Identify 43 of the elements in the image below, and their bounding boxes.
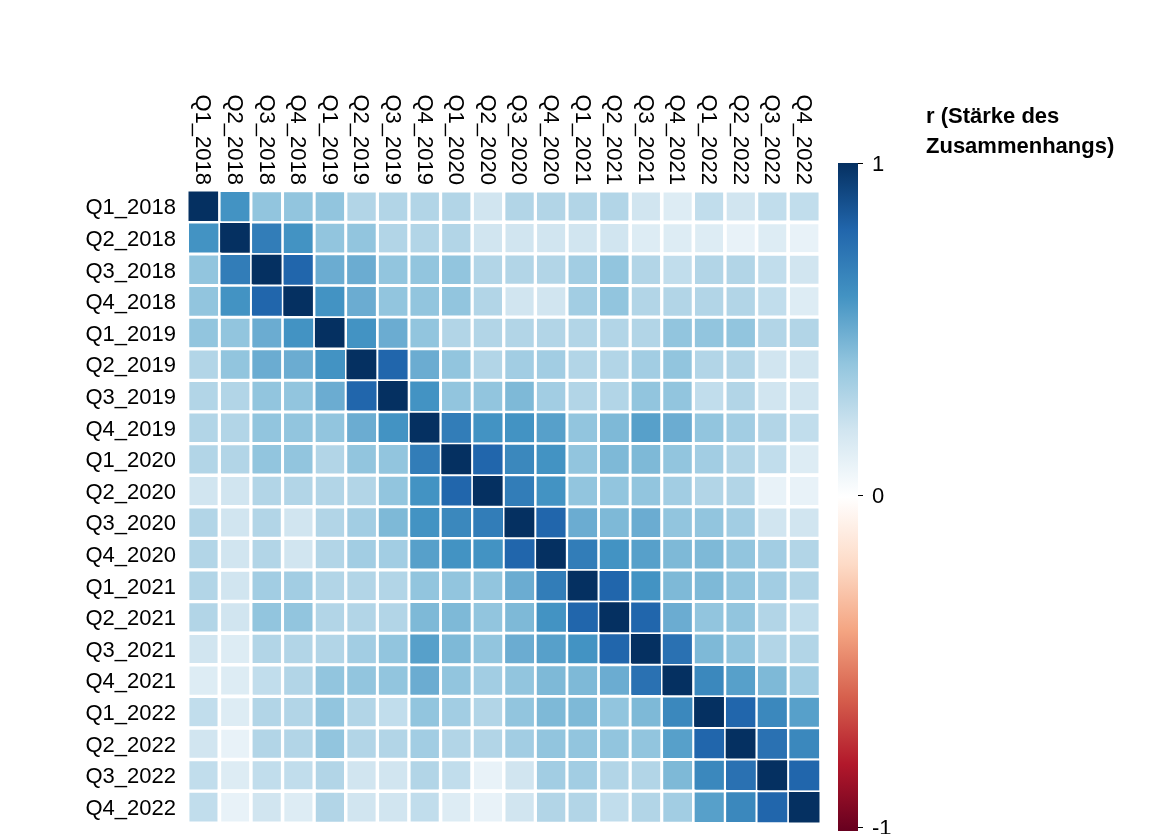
y-tick-label: Q4_2020 bbox=[85, 541, 176, 567]
y-tick-label: Q2_2021 bbox=[85, 605, 176, 631]
y-tick-label: Q4_2022 bbox=[85, 794, 176, 820]
y-tick-label: Q1_2020 bbox=[85, 447, 176, 473]
x-tick-label: Q3_2019 bbox=[380, 94, 406, 185]
x-tick-label: Q1_2022 bbox=[696, 94, 722, 185]
y-tick-label: Q1_2021 bbox=[85, 573, 176, 599]
color-bar-label: 0 bbox=[872, 482, 885, 508]
x-tick-label: Q1_2019 bbox=[317, 94, 343, 185]
x-tick-label: Q2_2019 bbox=[349, 94, 375, 185]
x-tick-label: Q4_2022 bbox=[791, 94, 817, 185]
x-tick-label: Q3_2018 bbox=[254, 94, 280, 185]
x-tick-label: Q4_2019 bbox=[412, 94, 438, 185]
y-tick-label: Q3_2018 bbox=[85, 257, 176, 283]
x-tick-label: Q1_2021 bbox=[570, 94, 596, 185]
x-tick-label: Q3_2022 bbox=[760, 94, 786, 185]
y-tick-label: Q4_2019 bbox=[85, 415, 176, 441]
x-tick-label: Q3_2020 bbox=[507, 94, 533, 185]
y-tick-label: Q3_2019 bbox=[85, 383, 176, 409]
y-tick-label: Q1_2022 bbox=[85, 699, 176, 725]
y-tick-label: Q4_2018 bbox=[85, 289, 176, 315]
y-tick-label: Q3_2020 bbox=[85, 510, 176, 536]
color-bar-label: 1 bbox=[872, 150, 885, 176]
x-tick-label: Q2_2020 bbox=[475, 94, 501, 185]
x-tick-label: Q3_2021 bbox=[633, 94, 659, 185]
y-tick-label: Q4_2021 bbox=[85, 668, 176, 694]
x-tick-label: Q2_2021 bbox=[602, 94, 628, 185]
x-tick-label: Q4_2020 bbox=[538, 94, 564, 185]
y-tick-label: Q3_2021 bbox=[85, 636, 176, 662]
x-tick-label: Q2_2018 bbox=[222, 94, 248, 185]
x-tick-label: Q2_2022 bbox=[728, 94, 754, 185]
y-tick-label: Q2_2019 bbox=[85, 352, 176, 378]
x-tick-label: Q4_2021 bbox=[665, 94, 691, 185]
y-tick-label: Q3_2022 bbox=[85, 763, 176, 789]
y-tick-label: Q2_2018 bbox=[85, 225, 176, 251]
y-tick-label: Q2_2020 bbox=[85, 478, 176, 504]
color-bar-title: r (Stärke des Zusammenhangs) bbox=[926, 102, 1115, 158]
y-tick-label: Q1_2019 bbox=[85, 320, 176, 346]
color-bar-label: -1 bbox=[872, 814, 892, 834]
x-tick-label: Q4_2018 bbox=[286, 94, 312, 185]
y-tick-label: Q1_2018 bbox=[85, 194, 176, 220]
y-tick-label: Q2_2022 bbox=[85, 731, 176, 757]
x-tick-label: Q1_2020 bbox=[444, 94, 470, 185]
